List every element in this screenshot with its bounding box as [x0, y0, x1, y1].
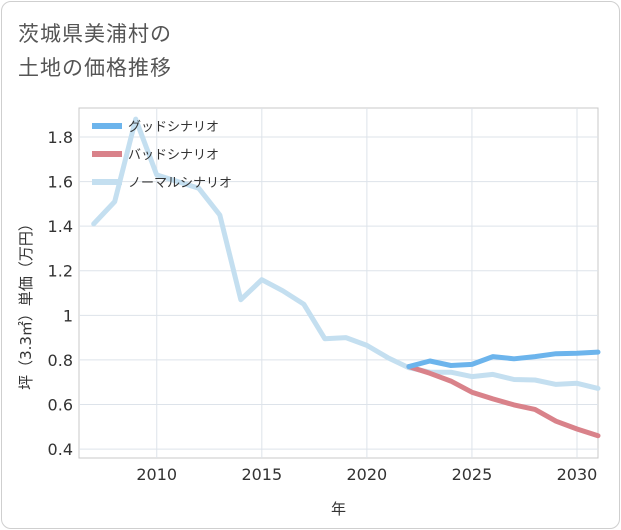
y-tick-label: 0.6 — [48, 395, 73, 414]
series-line-1 — [406, 364, 601, 439]
y-tick-label: 0.8 — [48, 351, 73, 370]
y-tick-label: 1.8 — [48, 128, 73, 147]
x-tick-label: 2025 — [452, 465, 493, 484]
series-line-2 — [91, 116, 601, 391]
series-group — [91, 116, 601, 439]
legend-label: グッドシナリオ — [128, 120, 219, 135]
y-tick-label: 1 — [63, 306, 73, 325]
x-tick-label: 2010 — [136, 465, 177, 484]
x-tick-label: 2030 — [557, 465, 598, 484]
chart-title-line1: 茨城県美浦村の — [18, 22, 172, 46]
x-tick-label: 2015 — [241, 465, 282, 484]
chart-title-line2: 土地の価格推移 — [18, 56, 172, 80]
series-line-0 — [406, 349, 601, 370]
x-axis-title: 年 — [331, 500, 346, 518]
y-tick-label: 1.4 — [48, 217, 73, 236]
y-tick-labels: 0.4 0.6 0.8 1 1.2 1.4 1.6 1.8 — [48, 128, 73, 459]
x-tick-label: 2020 — [347, 465, 388, 484]
y-axis-title: 坪（3.3㎡）単価（万円） — [17, 216, 35, 390]
legend-label: バッドシナリオ — [128, 148, 219, 163]
y-tick-label: 1.6 — [48, 173, 73, 192]
y-tick-label: 1.2 — [48, 262, 73, 281]
x-tick-labels: 2010 2015 2020 2025 2030 — [136, 465, 597, 484]
legend-label: ノーマルシナリオ — [128, 176, 232, 191]
plot-area — [78, 107, 599, 459]
y-tick-label: 0.4 — [48, 440, 73, 459]
